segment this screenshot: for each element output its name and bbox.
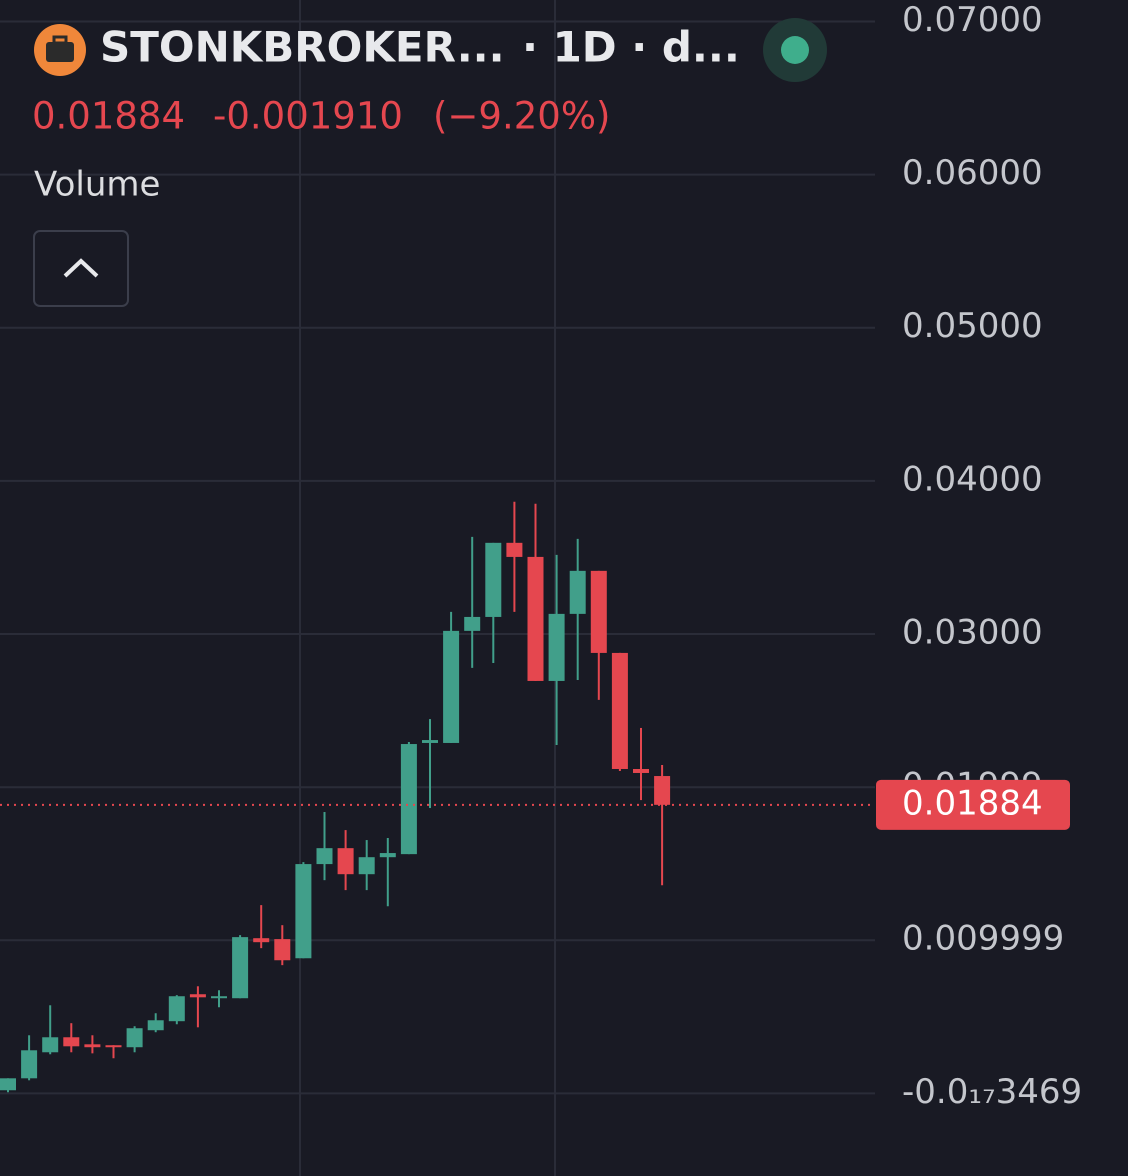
candle-body (358, 857, 375, 875)
candle-body (0, 1078, 16, 1091)
candle-body (232, 937, 249, 999)
chevron-up (63, 258, 99, 278)
candle-body (611, 652, 628, 769)
y-tick-label: 0.03000 (902, 612, 1043, 652)
last-price: 0.01884 (32, 95, 185, 138)
candle-body (147, 1020, 164, 1031)
candle-body (464, 616, 481, 631)
candle-body (443, 630, 460, 743)
y-tick-label: 0.06000 (902, 153, 1043, 193)
candle-body (63, 1037, 80, 1047)
candle-body (337, 848, 354, 875)
candle-body (295, 864, 312, 959)
candle-body (654, 776, 671, 805)
candle-body (316, 848, 333, 865)
last-price-tag (876, 779, 1070, 830)
y-tick-label: -0.0₁₇3469 (902, 1072, 1082, 1112)
last-price-tag-label: 0.01884 (902, 783, 1043, 823)
y-tick-label: 0.009999 (902, 919, 1064, 959)
candle-body (633, 768, 649, 773)
y-tick-label: 0.05000 (902, 306, 1043, 346)
candle-body (126, 1028, 143, 1048)
candle-body (590, 570, 607, 653)
candle-body (105, 1045, 122, 1048)
symbol-name: STONKBROKER... (100, 23, 505, 72)
briefcase-icon (46, 42, 74, 62)
button-frame (33, 230, 129, 307)
price-change: -0.001910 (213, 95, 403, 138)
status-dot (781, 36, 809, 64)
y-axis: 0.070000.060000.050000.040000.030000.019… (876, 0, 1082, 1112)
candle-body (84, 1044, 101, 1048)
candle-body (569, 570, 586, 614)
y-tick-label: 0.07000 (902, 0, 1043, 40)
candles (0, 501, 875, 1093)
candle-body (21, 1050, 38, 1079)
candle-body (42, 1037, 59, 1053)
candle-body (422, 740, 438, 743)
grid (0, 20, 875, 1095)
candle-body (548, 613, 565, 681)
candle-body (400, 744, 417, 855)
candle-body (211, 996, 227, 999)
candle-body (189, 994, 206, 998)
y-tick-label: 0.04000 (902, 459, 1043, 499)
price-change-percent: (−9.20%) (433, 95, 610, 138)
interval: · 1D · d... (522, 23, 740, 72)
candle-body (274, 939, 291, 961)
collapse-button[interactable] (33, 230, 129, 307)
candle-body (253, 938, 270, 943)
candle-body (168, 996, 185, 1022)
candle-body (506, 542, 523, 557)
candle-body (485, 542, 502, 617)
indicator-label: Volume (34, 165, 160, 205)
header: STONKBROKER... · 1D · d... 0.01884 -0.00… (32, 18, 827, 307)
briefcase-handle (52, 35, 68, 45)
candle-body (527, 556, 544, 681)
candle-body (379, 853, 396, 858)
